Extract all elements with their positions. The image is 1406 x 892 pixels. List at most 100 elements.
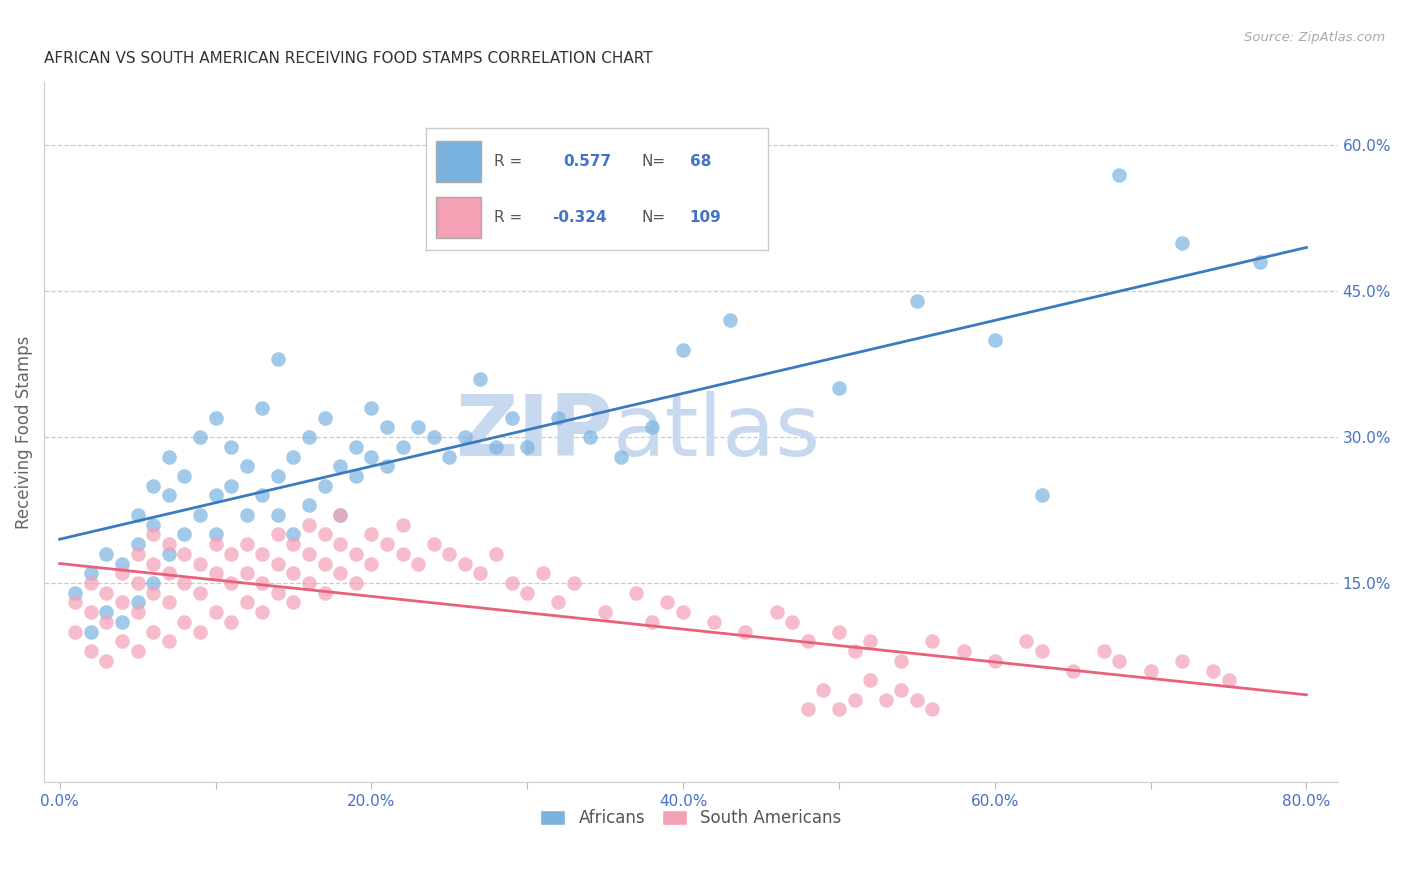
Point [314,410,336,425]
Point [875,692,897,706]
Point [1249,255,1271,269]
Text: Source: ZipAtlas.com: Source: ZipAtlas.com [1244,31,1385,45]
Point [562,576,585,591]
Point [921,634,943,648]
Point [905,692,928,706]
Point [157,566,180,581]
Point [235,595,257,609]
Point [1108,654,1130,668]
Point [547,410,569,425]
Point [80,644,103,658]
Point [360,527,382,541]
Point [314,527,336,541]
Point [905,293,928,308]
Point [96,585,118,599]
Point [391,517,413,532]
Point [111,566,134,581]
Point [65,595,87,609]
Point [1139,664,1161,678]
Point [1031,644,1053,658]
Point [127,547,149,561]
Point [828,382,851,396]
Point [157,537,180,551]
Point [142,624,165,639]
Point [96,654,118,668]
Point [844,644,866,658]
Point [329,459,352,474]
Point [890,654,912,668]
Point [96,605,118,619]
Point [828,702,851,716]
Point [439,547,461,561]
Point [626,585,648,599]
Point [314,479,336,493]
Point [641,420,664,434]
Point [80,624,103,639]
Point [127,605,149,619]
Point [1218,673,1240,688]
Point [219,440,242,454]
Point [454,557,477,571]
Point [157,488,180,502]
Point [672,343,695,357]
Point [828,624,851,639]
Point [298,547,321,561]
Point [718,313,741,327]
Point [609,450,631,464]
Point [375,537,398,551]
Point [797,634,820,648]
Point [142,517,165,532]
Point [422,430,444,444]
Point [96,615,118,629]
Point [406,420,429,434]
Point [734,624,756,639]
Point [283,450,305,464]
Point [157,450,180,464]
Point [127,537,149,551]
Point [173,469,195,483]
Point [984,333,1007,347]
Point [984,654,1007,668]
Point [188,508,211,522]
Point [485,440,508,454]
Point [672,605,695,619]
Point [204,488,226,502]
Point [204,566,226,581]
Point [157,547,180,561]
Point [921,702,943,716]
Point [283,595,305,609]
Point [298,576,321,591]
Point [1108,168,1130,182]
Point [375,459,398,474]
Point [252,547,274,561]
Point [142,585,165,599]
Point [111,557,134,571]
Point [439,450,461,464]
Point [204,605,226,619]
Point [1092,644,1115,658]
Point [298,430,321,444]
Point [344,547,367,561]
Point [267,508,290,522]
Point [593,605,616,619]
Text: atlas: atlas [613,391,821,474]
Point [547,595,569,609]
Point [298,498,321,512]
Point [235,566,257,581]
Point [235,459,257,474]
Point [314,557,336,571]
Point [173,576,195,591]
Point [516,585,538,599]
Point [454,430,477,444]
Point [531,566,554,581]
Point [501,410,523,425]
Point [765,605,787,619]
Point [314,585,336,599]
Point [127,644,149,658]
Point [267,527,290,541]
Point [813,682,835,697]
Point [283,527,305,541]
Point [204,410,226,425]
Legend: Africans, South Americans: Africans, South Americans [534,802,848,833]
Point [391,440,413,454]
